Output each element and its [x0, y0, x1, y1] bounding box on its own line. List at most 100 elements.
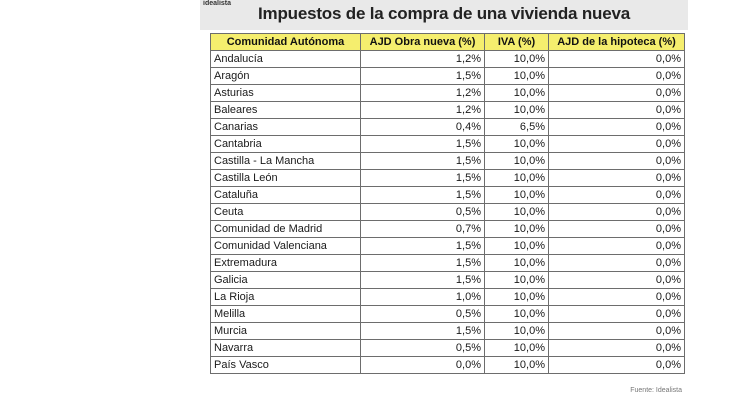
ajd-new-build-cell: 1,5% — [360, 152, 485, 170]
ajd-new-build-cell: 1,2% — [360, 101, 485, 119]
ajd-new-build-cell: 0,5% — [360, 203, 485, 221]
title-band: idealista Impuestos de la compra de una … — [200, 0, 688, 30]
table-row: Castilla León 1,5% 10,0% 0,0% — [210, 169, 685, 187]
ajd-mortgage-cell: 0,0% — [548, 186, 685, 204]
table-row: Melilla 0,5% 10,0% 0,0% — [210, 305, 685, 323]
table-row: La Rioja 1,0% 10,0% 0,0% — [210, 288, 685, 306]
community-cell: Cataluña — [210, 186, 361, 204]
column-header-iva: IVA (%) — [484, 33, 549, 51]
table-row: Comunidad Valenciana 1,5% 10,0% 0,0% — [210, 237, 685, 255]
iva-cell: 10,0% — [484, 152, 549, 170]
ajd-mortgage-cell: 0,0% — [548, 101, 685, 119]
table-header-row: Comunidad Autónoma AJD Obra nueva (%) IV… — [210, 33, 685, 51]
iva-cell: 10,0% — [484, 237, 549, 255]
community-cell: Comunidad Valenciana — [210, 237, 361, 255]
ajd-mortgage-cell: 0,0% — [548, 288, 685, 306]
ajd-mortgage-cell: 0,0% — [548, 356, 685, 374]
community-cell: Ceuta — [210, 203, 361, 221]
iva-cell: 10,0% — [484, 186, 549, 204]
ajd-new-build-cell: 1,5% — [360, 237, 485, 255]
table-row: Andalucía 1,2% 10,0% 0,0% — [210, 50, 685, 68]
ajd-new-build-cell: 1,5% — [360, 186, 485, 204]
ajd-new-build-cell: 0,4% — [360, 118, 485, 136]
ajd-mortgage-cell: 0,0% — [548, 220, 685, 238]
tax-table: Comunidad Autónoma AJD Obra nueva (%) IV… — [210, 33, 685, 374]
community-cell: Baleares — [210, 101, 361, 119]
column-header-ajd-mortgage: AJD de la hipoteca (%) — [548, 33, 685, 51]
source-note: Fuente: Idealista — [630, 387, 682, 394]
tax-table-panel: idealista Impuestos de la compra de una … — [200, 0, 688, 400]
iva-cell: 10,0% — [484, 271, 549, 289]
ajd-mortgage-cell: 0,0% — [548, 84, 685, 102]
table-row: Castilla - La Mancha 1,5% 10,0% 0,0% — [210, 152, 685, 170]
table-row: Extremadura 1,5% 10,0% 0,0% — [210, 254, 685, 272]
ajd-new-build-cell: 1,5% — [360, 135, 485, 153]
iva-cell: 10,0% — [484, 169, 549, 187]
ajd-new-build-cell: 1,5% — [360, 271, 485, 289]
table-row: País Vasco 0,0% 10,0% 0,0% — [210, 356, 685, 374]
iva-cell: 10,0% — [484, 50, 549, 68]
table-row: Asturias 1,2% 10,0% 0,0% — [210, 84, 685, 102]
ajd-new-build-cell: 1,5% — [360, 67, 485, 85]
community-cell: Aragón — [210, 67, 361, 85]
community-cell: Murcia — [210, 322, 361, 340]
iva-cell: 10,0% — [484, 135, 549, 153]
ajd-mortgage-cell: 0,0% — [548, 152, 685, 170]
community-cell: Andalucía — [210, 50, 361, 68]
ajd-mortgage-cell: 0,0% — [548, 254, 685, 272]
community-cell: Comunidad de Madrid — [210, 220, 361, 238]
ajd-new-build-cell: 0,7% — [360, 220, 485, 238]
ajd-new-build-cell: 1,2% — [360, 84, 485, 102]
table-row: Navarra 0,5% 10,0% 0,0% — [210, 339, 685, 357]
iva-cell: 10,0% — [484, 254, 549, 272]
ajd-new-build-cell: 0,0% — [360, 356, 485, 374]
table-row: Murcia 1,5% 10,0% 0,0% — [210, 322, 685, 340]
column-header-community: Comunidad Autónoma — [210, 33, 361, 51]
ajd-new-build-cell: 1,5% — [360, 322, 485, 340]
table-row: Comunidad de Madrid 0,7% 10,0% 0,0% — [210, 220, 685, 238]
table-row: Ceuta 0,5% 10,0% 0,0% — [210, 203, 685, 221]
community-cell: Cantabria — [210, 135, 361, 153]
ajd-new-build-cell: 1,2% — [360, 50, 485, 68]
table-row: Canarias 0,4% 6,5% 0,0% — [210, 118, 685, 136]
iva-cell: 10,0% — [484, 203, 549, 221]
ajd-new-build-cell: 1,5% — [360, 254, 485, 272]
ajd-mortgage-cell: 0,0% — [548, 203, 685, 221]
ajd-new-build-cell: 0,5% — [360, 339, 485, 357]
ajd-mortgage-cell: 0,0% — [548, 237, 685, 255]
iva-cell: 10,0% — [484, 356, 549, 374]
column-header-ajd-new-build: AJD Obra nueva (%) — [360, 33, 485, 51]
table-row: Cataluña 1,5% 10,0% 0,0% — [210, 186, 685, 204]
iva-cell: 10,0% — [484, 288, 549, 306]
community-cell: La Rioja — [210, 288, 361, 306]
community-cell: Castilla - La Mancha — [210, 152, 361, 170]
ajd-new-build-cell: 0,5% — [360, 305, 485, 323]
community-cell: Castilla León — [210, 169, 361, 187]
community-cell: Canarias — [210, 118, 361, 136]
page-title: Impuestos de la compra de una vivienda n… — [258, 4, 630, 23]
ajd-mortgage-cell: 0,0% — [548, 305, 685, 323]
iva-cell: 10,0% — [484, 305, 549, 323]
brand-label: idealista — [203, 0, 232, 7]
iva-cell: 10,0% — [484, 220, 549, 238]
iva-cell: 10,0% — [484, 339, 549, 357]
community-cell: Melilla — [210, 305, 361, 323]
ajd-mortgage-cell: 0,0% — [548, 67, 685, 85]
ajd-mortgage-cell: 0,0% — [548, 322, 685, 340]
table-row: Cantabria 1,5% 10,0% 0,0% — [210, 135, 685, 153]
ajd-mortgage-cell: 0,0% — [548, 50, 685, 68]
iva-cell: 10,0% — [484, 101, 549, 119]
iva-cell: 6,5% — [484, 118, 549, 136]
ajd-mortgage-cell: 0,0% — [548, 339, 685, 357]
table-row: Aragón 1,5% 10,0% 0,0% — [210, 67, 685, 85]
ajd-mortgage-cell: 0,0% — [548, 135, 685, 153]
community-cell: Asturias — [210, 84, 361, 102]
table-row: Baleares 1,2% 10,0% 0,0% — [210, 101, 685, 119]
ajd-new-build-cell: 1,0% — [360, 288, 485, 306]
table-row: Galicia 1,5% 10,0% 0,0% — [210, 271, 685, 289]
iva-cell: 10,0% — [484, 322, 549, 340]
ajd-mortgage-cell: 0,0% — [548, 271, 685, 289]
ajd-new-build-cell: 1,5% — [360, 169, 485, 187]
ajd-mortgage-cell: 0,0% — [548, 118, 685, 136]
community-cell: Navarra — [210, 339, 361, 357]
